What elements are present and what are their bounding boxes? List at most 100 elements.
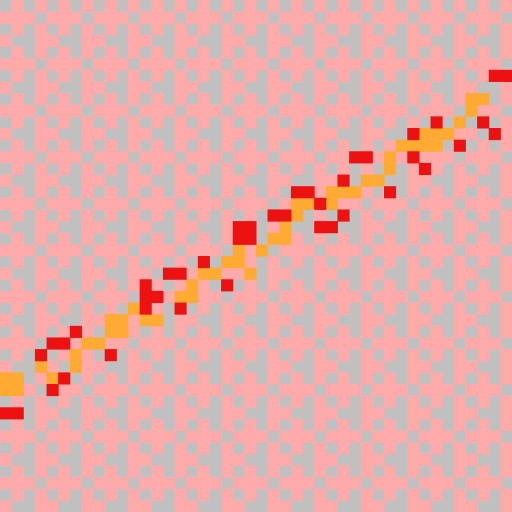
board-tile: [34, 256, 48, 269]
board-tile: [81, 279, 94, 292]
board-tile: [34, 325, 48, 338]
board-tile: [244, 488, 257, 501]
board-tile: [104, 151, 117, 164]
board-tile: [197, 11, 210, 24]
board-tile: [11, 430, 24, 443]
board-tile: [267, 465, 280, 478]
board-tile: [477, 465, 490, 478]
orange-cell: [418, 128, 432, 141]
board-tile: [465, 360, 478, 373]
red-cell: [302, 186, 315, 199]
board-tile: [69, 197, 82, 210]
board-tile: [244, 23, 257, 36]
board-tile: [128, 0, 141, 13]
board-tile: [407, 221, 420, 234]
board-tile: [395, 430, 408, 443]
board-tile: [267, 46, 280, 59]
board-tile: [500, 349, 512, 362]
board-tile: [372, 58, 385, 71]
board-tile: [372, 197, 385, 210]
board-tile: [162, 197, 176, 210]
board-tile: [314, 232, 327, 245]
board-tile: [477, 46, 490, 59]
board-tile: [174, 453, 187, 466]
board-tile: [279, 34, 292, 48]
board-tile: [290, 244, 304, 257]
board-tile: [174, 407, 187, 420]
board-tile: [477, 279, 490, 292]
board-tile: [337, 430, 350, 443]
orange-cell: [232, 244, 245, 257]
red-cell: [360, 151, 373, 164]
board-tile: [151, 186, 164, 199]
board-tile: [34, 162, 48, 176]
board-tile: [34, 267, 48, 280]
board-tile: [174, 69, 187, 82]
board-tile: [325, 407, 338, 420]
board-tile: [244, 256, 257, 269]
board-tile: [104, 11, 117, 24]
board-tile: [453, 162, 466, 176]
board-tile: [104, 279, 117, 292]
board-tile: [500, 0, 512, 13]
board-tile: [314, 488, 327, 501]
board-tile: [290, 139, 304, 152]
board-tile: [162, 290, 176, 304]
board-tile: [360, 372, 373, 385]
board-tile: [488, 430, 501, 443]
board-tile: [232, 104, 245, 117]
board-tile: [81, 162, 94, 176]
board-tile: [372, 477, 385, 490]
board-tile: [104, 384, 117, 397]
board-tile: [267, 0, 280, 13]
board-tile: [244, 395, 257, 408]
board-tile: [197, 232, 210, 245]
board-tile: [34, 93, 48, 106]
board-tile: [58, 104, 71, 117]
board-tile: [174, 325, 187, 338]
board-tile: [337, 23, 350, 36]
board-tile: [279, 453, 292, 466]
board-tile: [325, 314, 338, 327]
board-tile: [128, 46, 141, 59]
board-tile: [174, 279, 187, 292]
red-cell: [58, 337, 71, 350]
board-tile: [162, 430, 176, 443]
board-tile: [290, 465, 304, 478]
board-tile: [407, 69, 420, 82]
board-tile: [302, 151, 315, 164]
board-tile: [418, 360, 432, 373]
orange-cell: [325, 197, 338, 210]
board-tile: [325, 34, 338, 48]
board-tile: [407, 81, 420, 94]
board-tile: [197, 58, 210, 71]
board-tile: [174, 314, 187, 327]
board-tile: [244, 139, 257, 152]
board-tile: [407, 372, 420, 385]
board-tile: [314, 23, 327, 36]
board-tile: [11, 162, 24, 176]
board-tile: [384, 442, 397, 455]
board-tile: [325, 500, 338, 512]
board-tile: [314, 209, 327, 222]
board-tile: [197, 384, 210, 397]
board-tile: [407, 0, 420, 13]
board-tile: [128, 500, 141, 512]
board-tile: [290, 58, 304, 71]
orange-cell: [430, 128, 443, 141]
board-tile: [279, 384, 292, 397]
board-tile: [500, 418, 512, 432]
board-tile: [267, 93, 280, 106]
orange-cell: [302, 197, 315, 210]
board-tile: [290, 232, 304, 245]
board-tile: [174, 221, 187, 234]
board-tile: [197, 418, 210, 432]
board-tile: [221, 232, 234, 245]
board-tile: [128, 174, 141, 187]
board-tile: [267, 418, 280, 432]
board-tile: [279, 267, 292, 280]
board-tile: [244, 418, 257, 432]
red-cell: [244, 232, 257, 245]
board-tile: [430, 290, 443, 304]
